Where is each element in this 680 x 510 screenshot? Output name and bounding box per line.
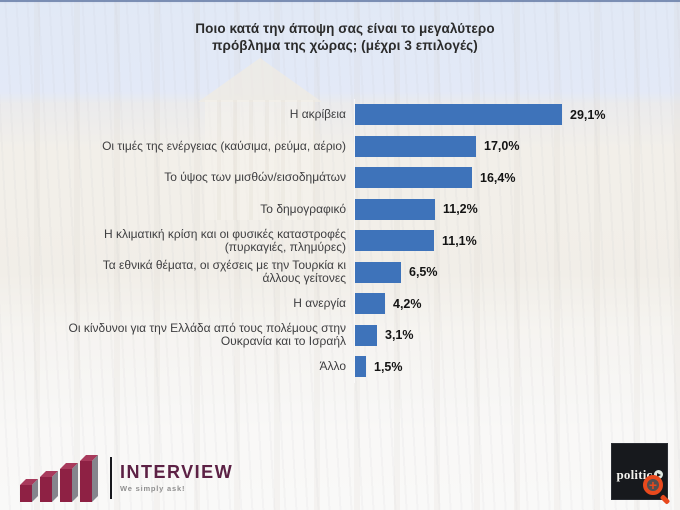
chart-row: Το δημογραφικό 11,2% <box>66 193 660 226</box>
interview-tagline: We simply ask! <box>120 484 186 493</box>
value-label: 17,0% <box>484 139 520 154</box>
category-label: Η ακρίβεια <box>289 107 346 122</box>
value-label: 16,4% <box>480 170 516 185</box>
bar-zone: 16,4% <box>354 162 660 194</box>
parliament-columns-background <box>205 100 315 220</box>
zoom-in-magnifier-icon[interactable]: + <box>641 473 671 505</box>
category-label: Η κλιματική κρίση και οι φυσικές καταστρ… <box>103 226 346 254</box>
chart-row: Τα εθνικά θέματα, οι σχέσεις με την Τουρ… <box>66 256 660 289</box>
value-label: 3,1% <box>385 328 414 343</box>
bar-zone: 11,1% <box>354 225 660 257</box>
chart-row: Η κλιματική κρίση και οι φυσικές καταστρ… <box>66 225 660 257</box>
politic-wordmark: politic <box>612 466 667 484</box>
bar <box>355 198 435 220</box>
category-label: Το δημογραφικό <box>260 201 346 216</box>
bar-zone: 3,1% <box>354 319 660 352</box>
magnifier-plus: + <box>648 477 658 493</box>
value-label: 11,2% <box>443 202 478 217</box>
category-label: Οι τιμές της ενέργειας (καύσιμα, ρεύμα, … <box>102 138 346 153</box>
interview-wordmark: INTERVIEW <box>120 462 234 482</box>
value-label: 11,1% <box>442 233 477 248</box>
chart-title: Ποιο κατά την άποψη σας είναι το μεγαλύτ… <box>195 21 495 53</box>
bar-zone: 4,2% <box>354 288 660 320</box>
category-label: Η ανεργία <box>293 296 346 311</box>
category-label: Τα εθνικά θέματα, οι σχέσεις με την Τουρ… <box>102 258 346 286</box>
category-label: Άλλο <box>319 359 346 374</box>
logo-divider <box>110 457 112 499</box>
bar-zone: 6,5% <box>354 256 660 289</box>
value-label: 4,2% <box>393 296 422 311</box>
magnifier-ring <box>643 475 663 495</box>
category-label: Οι κίνδυνοι για την Ελλάδα από τους πολέ… <box>68 321 346 349</box>
chart-row: Οι τιμές της ενέργειας (καύσιμα, ρεύμα, … <box>66 130 660 163</box>
politic-logo: politic + <box>611 443 671 505</box>
bar <box>355 135 476 157</box>
chart-row: Η ακρίβεια 29,1% <box>66 99 660 131</box>
bar-zone: 17,0% <box>354 130 660 163</box>
bar-zone: 29,1% <box>354 99 660 131</box>
chart-row: Η ανεργία 4,2% <box>66 288 660 320</box>
interview-logo-text: INTERVIEW We simply ask! <box>120 462 234 494</box>
bar <box>355 167 472 189</box>
bar <box>355 104 562 126</box>
chart-row: Οι κίνδυνοι για την Ελλάδα από τους πολέ… <box>66 319 660 352</box>
bar-chart: Η ακρίβεια 29,1% Οι τιμές της ενέργειας … <box>66 99 660 383</box>
value-label: 1,5% <box>374 359 403 374</box>
bar-chart-3d-icon <box>18 454 108 502</box>
bar <box>355 293 385 315</box>
top-edge-line <box>0 0 680 2</box>
value-label: 6,5% <box>409 265 438 280</box>
politic-circle-icon <box>653 470 663 479</box>
chart-row: Άλλο 1,5% <box>66 351 660 383</box>
bar-zone: 1,5% <box>354 351 660 383</box>
value-label: 29,1% <box>570 107 606 122</box>
bar <box>355 356 366 378</box>
bar <box>355 230 434 252</box>
category-label: Το ύψος των μισθών/εισοδημάτων <box>164 170 346 185</box>
bar <box>355 324 377 346</box>
interview-logo: INTERVIEW We simply ask! <box>18 452 233 504</box>
bar-zone: 11,2% <box>354 193 660 226</box>
chart-row: Το ύψος των μισθών/εισοδημάτων 16,4% <box>66 162 660 194</box>
bar <box>355 261 401 283</box>
